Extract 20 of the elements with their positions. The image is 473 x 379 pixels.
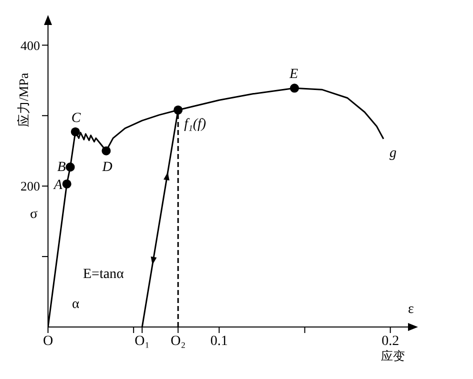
annotation: ε: [408, 302, 414, 317]
x-tick-label: O₁: [134, 334, 150, 349]
annotation: C: [71, 110, 82, 126]
annotation: g: [389, 146, 396, 161]
annotation: E: [288, 67, 298, 82]
x-tick-label: O₂: [170, 334, 186, 349]
annotation: B: [57, 160, 66, 176]
annotation: E=tanα: [83, 267, 125, 282]
x-axis-title: 应变: [381, 349, 405, 363]
annotation: α: [72, 297, 80, 312]
x-tick-label: 0.2: [382, 334, 400, 349]
annotation: D: [101, 160, 112, 175]
y-tick-label: 200: [20, 178, 40, 194]
annotation: f₁(f): [184, 117, 206, 132]
x-tick-label: 0.1: [210, 334, 228, 349]
x-tick-label: O: [42, 334, 54, 349]
annotation: A: [52, 178, 63, 193]
text: σ: [30, 207, 38, 222]
y-axis-title: 应力/MPa: [16, 72, 31, 128]
y-tick-label: 400: [20, 38, 40, 53]
